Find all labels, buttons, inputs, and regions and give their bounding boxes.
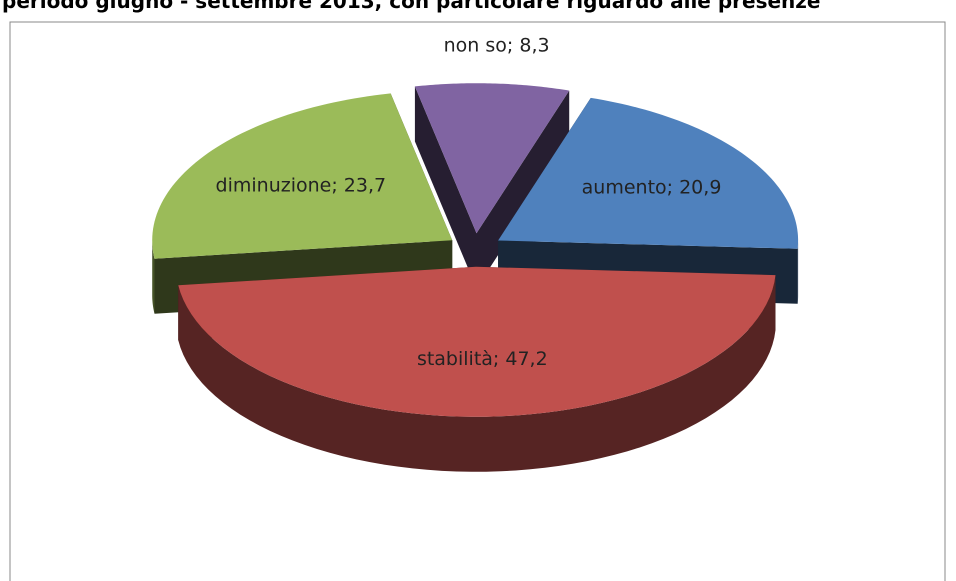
data-label: aumento; 20,9 [582, 176, 722, 198]
slice-side [178, 275, 776, 472]
slice-side [152, 240, 155, 314]
chart-title: periodo giugno - settembre 2013, con par… [2, 0, 821, 13]
pie-slice [178, 266, 776, 472]
slice-wall [414, 86, 477, 289]
slice-top [178, 266, 776, 417]
data-label: stabilità; 47,2 [417, 348, 548, 370]
slice-top [498, 97, 799, 249]
data-label: diminuzione; 23,7 [216, 175, 387, 197]
data-label: non so; 8,3 [444, 34, 550, 56]
pie: aumento; 20,9 stabilità; 47,2 diminuzione;… [152, 34, 799, 472]
slice-top [414, 83, 570, 234]
slice-top [152, 93, 453, 259]
